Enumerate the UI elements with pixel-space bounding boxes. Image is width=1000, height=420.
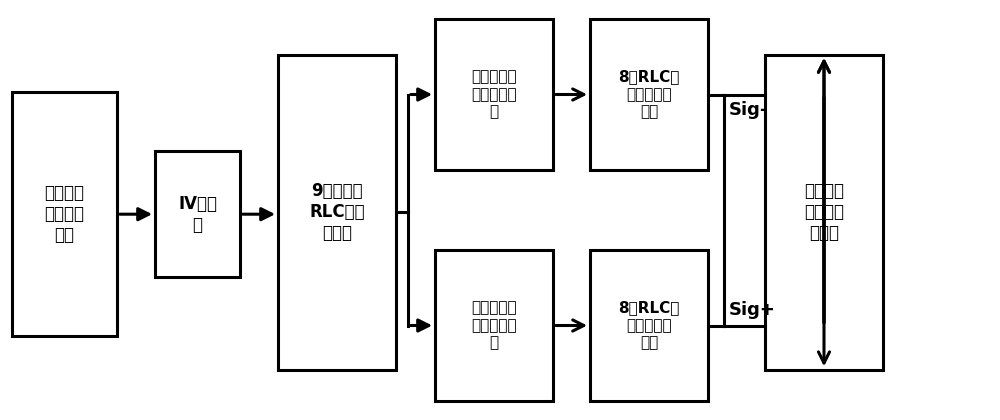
Text: 正相接法低
噪声仪表运
放: 正相接法低 噪声仪表运 放	[471, 301, 517, 350]
Text: IV转换
器: IV转换 器	[178, 195, 217, 234]
Bar	[590, 19, 708, 170]
Text: 光电二极
管差分探
测器: 光电二极 管差分探 测器	[44, 184, 84, 244]
Bar	[590, 250, 708, 401]
Bar	[278, 55, 396, 370]
Text: 9阶混合型
RLC高通
滤波器: 9阶混合型 RLC高通 滤波器	[309, 182, 365, 242]
Text: Sig-: Sig-	[729, 101, 768, 119]
Text: 8阶RLC混
合型低通滤
波器: 8阶RLC混 合型低通滤 波器	[618, 70, 680, 119]
Text: 8阶RLC混
合型低通滤
波器: 8阶RLC混 合型低通滤 波器	[618, 301, 680, 350]
Text: 反相接法低
噪声仪表运
放: 反相接法低 噪声仪表运 放	[471, 70, 517, 119]
Bar	[155, 151, 240, 277]
Bar	[435, 19, 553, 170]
Bar	[435, 250, 553, 401]
Bar	[765, 55, 883, 370]
Bar	[12, 92, 117, 336]
Text: 经滤波后
的差分放
大信号: 经滤波后 的差分放 大信号	[804, 182, 844, 242]
Text: Sig+: Sig+	[729, 301, 776, 319]
